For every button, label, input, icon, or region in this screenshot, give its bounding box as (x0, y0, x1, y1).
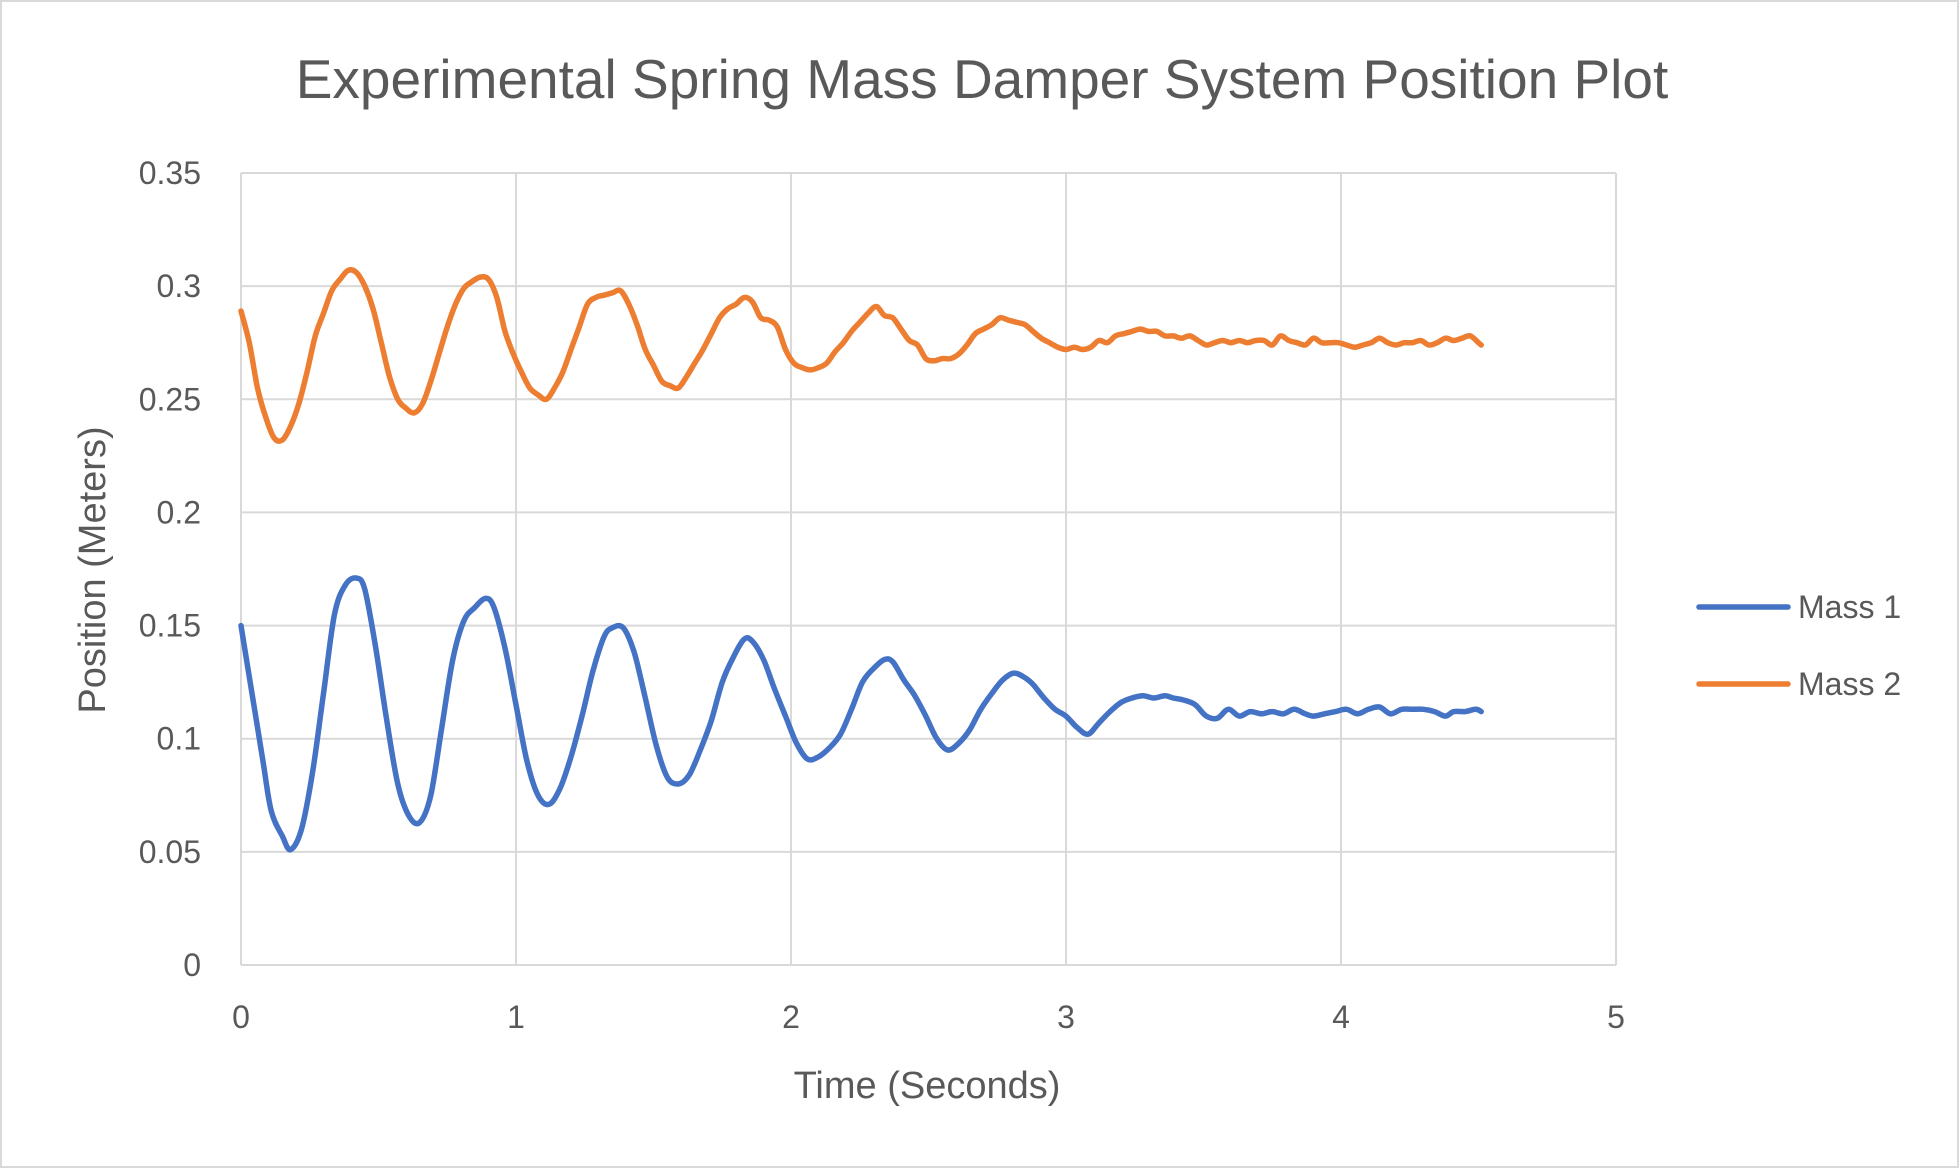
x-tick-label: 5 (1607, 999, 1625, 1035)
y-axis-label: Position (Meters) (72, 426, 114, 713)
y-tick-label: 0 (183, 947, 201, 983)
y-tick-label: 0.25 (139, 381, 201, 417)
y-tick-label: 0.35 (139, 155, 201, 191)
chart-title: Experimental Spring Mass Damper System P… (296, 48, 1668, 110)
x-tick-label: 1 (507, 999, 525, 1035)
series-line-mass-2 (238, 267, 1484, 444)
x-tick-label: 4 (1332, 999, 1350, 1035)
y-tick-label: 0.15 (139, 608, 201, 644)
y-tick-label: 0.1 (157, 721, 201, 757)
series-line-mass-1 (238, 575, 1484, 853)
y-tick-label: 0.05 (139, 834, 201, 870)
x-tick-label: 3 (1057, 999, 1075, 1035)
legend: Mass 1 Mass 2 (1696, 589, 1901, 702)
legend-label: Mass 1 (1798, 589, 1901, 625)
series-lines (238, 267, 1484, 853)
gridlines (240, 172, 1617, 966)
y-tick-label: 0.3 (157, 268, 201, 304)
x-axis-label: Time (Seconds) (794, 1065, 1061, 1107)
x-tick-label: 0 (232, 999, 250, 1035)
tick-labels: 0 0.05 0.1 0.15 0.2 0.25 0.3 0.35 0 1 2 3 4 5 (139, 155, 1625, 1035)
legend-label: Mass 2 (1798, 666, 1901, 702)
x-tick-label: 2 (782, 999, 800, 1035)
y-tick-label: 0.2 (157, 494, 201, 530)
